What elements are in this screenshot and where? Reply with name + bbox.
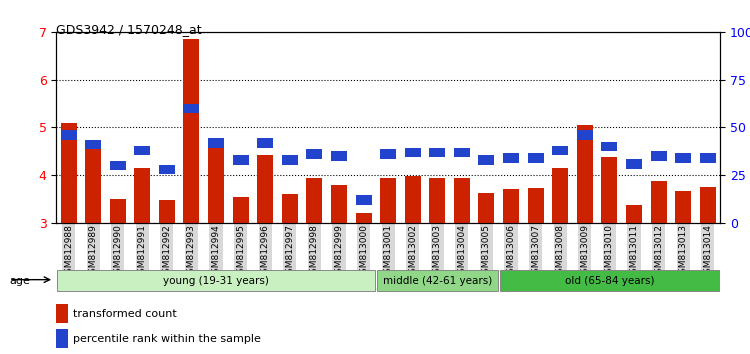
Bar bbox=[577, 130, 592, 140]
Bar bbox=[602, 142, 617, 152]
Bar bbox=[650, 152, 667, 161]
Bar bbox=[454, 148, 470, 157]
Bar bbox=[331, 185, 347, 223]
Bar bbox=[86, 149, 101, 223]
Bar bbox=[700, 187, 715, 223]
Bar bbox=[184, 104, 200, 113]
Bar bbox=[602, 157, 617, 223]
Text: transformed count: transformed count bbox=[74, 309, 177, 319]
Bar bbox=[478, 155, 494, 165]
Bar bbox=[405, 176, 421, 223]
Bar bbox=[56, 329, 68, 348]
Text: percentile rank within the sample: percentile rank within the sample bbox=[74, 333, 261, 344]
Bar bbox=[626, 205, 642, 223]
Bar bbox=[110, 161, 126, 171]
Bar bbox=[232, 197, 248, 223]
FancyBboxPatch shape bbox=[376, 270, 498, 291]
FancyBboxPatch shape bbox=[57, 270, 375, 291]
Bar bbox=[503, 153, 519, 163]
Bar bbox=[528, 153, 544, 163]
Bar bbox=[429, 148, 445, 157]
Bar bbox=[528, 188, 544, 223]
Bar bbox=[307, 178, 322, 223]
Bar bbox=[56, 304, 68, 323]
Text: young (19-31 years): young (19-31 years) bbox=[163, 275, 269, 286]
Bar bbox=[405, 148, 421, 157]
Bar bbox=[675, 153, 691, 163]
Bar bbox=[503, 189, 519, 223]
Bar bbox=[675, 190, 691, 223]
Bar bbox=[356, 212, 371, 223]
FancyBboxPatch shape bbox=[500, 270, 719, 291]
Bar bbox=[61, 130, 76, 140]
Bar bbox=[700, 153, 715, 163]
Bar bbox=[380, 149, 396, 159]
Bar bbox=[380, 178, 396, 223]
Bar bbox=[577, 125, 592, 223]
Bar bbox=[331, 152, 347, 161]
Bar bbox=[134, 145, 150, 155]
Bar bbox=[282, 155, 298, 165]
Bar bbox=[134, 168, 150, 223]
Bar bbox=[159, 165, 175, 174]
Text: GDS3942 / 1570248_at: GDS3942 / 1570248_at bbox=[56, 23, 202, 36]
Bar bbox=[208, 138, 224, 148]
Bar bbox=[429, 178, 445, 223]
Bar bbox=[257, 138, 273, 148]
Bar bbox=[159, 200, 175, 223]
Bar bbox=[184, 39, 200, 223]
Bar bbox=[478, 193, 494, 223]
Bar bbox=[552, 168, 568, 223]
Bar bbox=[307, 149, 322, 159]
Bar bbox=[356, 195, 371, 205]
Bar bbox=[626, 159, 642, 169]
Bar bbox=[282, 194, 298, 223]
Text: middle (42-61 years): middle (42-61 years) bbox=[382, 275, 492, 286]
Bar bbox=[86, 140, 101, 149]
Bar bbox=[257, 155, 273, 223]
Text: old (65-84 years): old (65-84 years) bbox=[565, 275, 654, 286]
Bar bbox=[232, 155, 248, 165]
Bar bbox=[208, 142, 224, 223]
Bar bbox=[650, 181, 667, 223]
Bar bbox=[552, 145, 568, 155]
Bar bbox=[61, 123, 76, 223]
Text: age: age bbox=[9, 276, 30, 286]
Bar bbox=[110, 199, 126, 223]
Bar bbox=[454, 178, 470, 223]
